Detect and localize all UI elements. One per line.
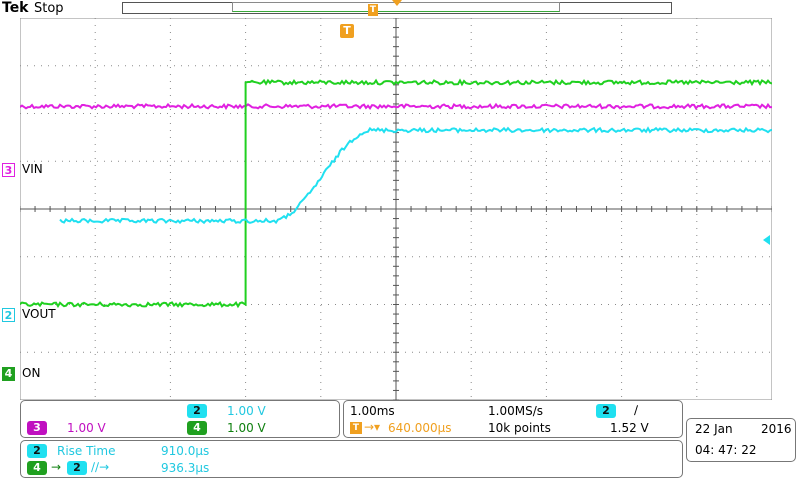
- record-length-value: 10k points: [488, 421, 551, 435]
- trigger-time-marker-icon: [392, 0, 402, 6]
- trigger-delay-arrow-icon: →▾: [364, 420, 381, 434]
- ch2-ground-marker[interactable]: 2: [2, 308, 15, 322]
- trigger-delay-value: 640.000µs: [388, 421, 452, 435]
- measurement1-source: 2: [33, 444, 41, 457]
- ch2-scale-badge-number: 2: [193, 404, 201, 417]
- trigger-delay-icon: T: [350, 422, 362, 434]
- ch2-label: VOUT: [22, 307, 56, 321]
- ch3-ground-marker[interactable]: 3: [2, 163, 15, 177]
- acquisition-status: Stop: [34, 1, 64, 16]
- trigger-source-number: 2: [602, 404, 610, 417]
- trigger-slope-icon: ∕: [634, 403, 639, 417]
- datetime-panel: 22 Jan 2016 04: 47: 22: [686, 418, 796, 462]
- horizontal-trigger-panel[interactable]: 1.00ms 1.00MS/s 2 ∕ T →▾ 640.000µs 10k p…: [343, 400, 683, 438]
- ch2-scale-value: 1.00 V: [227, 404, 266, 418]
- ch4-label: ON: [22, 366, 41, 380]
- ch3-scale-badge-number: 3: [33, 421, 41, 434]
- ch3-scale-badge: 3: [27, 421, 47, 435]
- top-status-bar: Tek Stop T: [0, 0, 800, 18]
- trigger-level-icon: [763, 235, 770, 245]
- ch4-scale-badge: 4: [187, 421, 207, 435]
- measurement2-slopes-icon: ∕∕→: [91, 460, 110, 474]
- trigger-source-badge: 2: [596, 404, 616, 418]
- ch3-scale-value: 1.00 V: [67, 421, 106, 435]
- sample-rate-value: 1.00MS/s: [488, 404, 543, 418]
- ch4-on-trace: [20, 78, 772, 309]
- year-value: 2016: [761, 422, 792, 436]
- ch4-scale-value: 1.00 V: [227, 421, 266, 435]
- ch2-vout-trace: [59, 126, 772, 225]
- measurement2-target-badge: 2: [67, 461, 87, 475]
- brand-logo: Tek: [2, 0, 29, 16]
- trigger-position-letter: T: [369, 5, 377, 15]
- measurements-panel[interactable]: 2 Rise Time 910.0µs 4 → 2 ∕∕→ 936.3µs: [20, 440, 683, 478]
- measurement1-value: 910.0µs: [161, 444, 210, 458]
- measurement2-source: 4: [33, 461, 41, 474]
- measurement2-target: 2: [73, 461, 81, 474]
- vertical-settings-panel[interactable]: 2 1.00 V 3 1.00 V 4 1.00 V: [20, 400, 340, 438]
- measurement1-source-badge: 2: [27, 444, 47, 458]
- trigger-point-letter: T: [343, 24, 351, 37]
- time-value: 04: 47: 22: [695, 443, 757, 457]
- ch3-vin-trace: [20, 102, 772, 111]
- ch4-ground-marker[interactable]: 4: [2, 367, 15, 381]
- measurement2-source-badge: 4: [27, 461, 47, 475]
- trigger-position-icon: T: [368, 4, 378, 16]
- trigger-point-icon: T: [340, 24, 354, 38]
- grid-center-axes: [20, 18, 772, 400]
- ch3-label: VIN: [22, 162, 43, 176]
- timebase-value: 1.00ms: [350, 404, 395, 418]
- date-value: 22 Jan: [695, 422, 733, 436]
- measurement2-arrow-icon: →: [51, 460, 62, 474]
- trigger-level-value: 1.52 V: [610, 421, 649, 435]
- ch3-number: 3: [4, 164, 13, 177]
- measurement1-name: Rise Time: [57, 444, 116, 458]
- graticule-display[interactable]: [20, 18, 772, 400]
- ch4-scale-badge-number: 4: [193, 421, 201, 434]
- measurement2-value: 936.3µs: [161, 461, 210, 475]
- ch4-number: 4: [4, 367, 13, 380]
- ch2-number: 2: [4, 309, 13, 322]
- ch2-scale-badge: 2: [187, 404, 207, 418]
